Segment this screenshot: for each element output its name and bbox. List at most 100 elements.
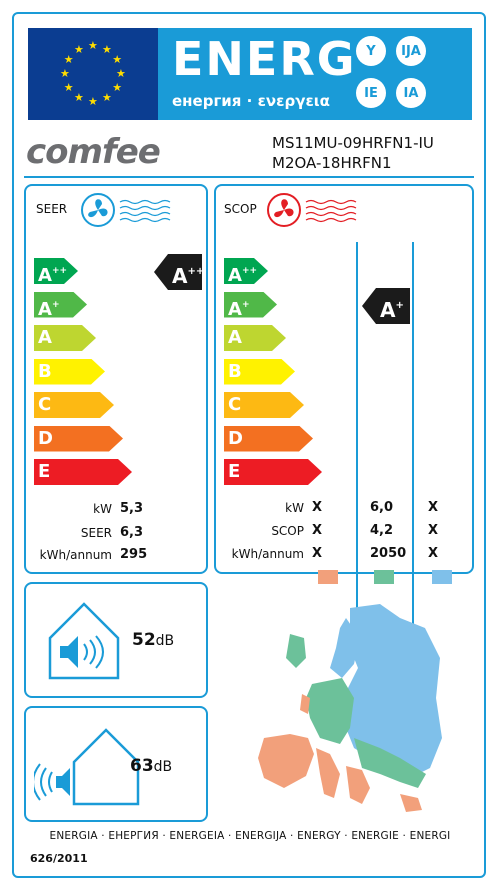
eu-star-icon: ★: [112, 81, 123, 94]
energy-title-box: ENERG енергия · ενεργεια Y IJA IE IA: [158, 28, 472, 120]
eu-star-icon: ★: [63, 81, 74, 94]
seer-scale-arrow: A+: [34, 292, 87, 318]
scop-row-value: X: [312, 523, 323, 538]
scop-row-value: X: [312, 546, 323, 561]
zone-divider: [412, 242, 414, 642]
seer-scale-label: A: [38, 265, 52, 286]
indoor-noise-value: 52dB: [132, 630, 174, 650]
scop-row-value: X: [428, 500, 439, 515]
eu-star-icon: ★: [63, 53, 74, 66]
scop-scale-label: B: [228, 360, 242, 382]
regulation-number: 626/2011: [30, 852, 88, 865]
scop-rating: A+: [380, 298, 404, 322]
scop-scale-arrow: A: [224, 325, 286, 351]
scop-row-value: X: [428, 523, 439, 538]
seer-row-label: kW: [93, 502, 112, 516]
energy-subtitle: енергия · ενεργεια: [172, 92, 330, 110]
seer-panel: SEER A++ A+ A B C D E A++ kW 5,3 SEER 6,3 kWh/…: [24, 184, 208, 574]
scop-scale-plus: ++: [241, 266, 258, 276]
eu-star-icon: ★: [102, 42, 112, 56]
scop-row-value: 4,2: [370, 523, 394, 538]
seer-label: SEER: [36, 202, 68, 216]
seer-scale-arrow: E: [34, 459, 132, 485]
seer-row-value: 5,3: [120, 501, 144, 516]
eu-star-icon: ★: [88, 95, 98, 108]
seer-scale-label: B: [38, 360, 52, 382]
indoor-db-number: 52: [132, 630, 156, 650]
outdoor-noise-panel: 63dB: [24, 706, 208, 822]
seer-rating-arrow: A++: [154, 254, 202, 290]
seer-scale-label: E: [38, 461, 51, 482]
scop-scale-label: D: [228, 427, 243, 449]
indoor-db-unit: dB: [155, 633, 175, 649]
scop-rating-arrow: A+: [362, 288, 410, 324]
outdoor-db-unit: dB: [153, 759, 173, 775]
scop-scale-arrow: C: [224, 392, 304, 418]
language-badge: IA: [396, 78, 426, 108]
scop-row-label: kWh/annum: [231, 547, 304, 561]
label-frame: [12, 12, 486, 878]
scop-scale-label: A: [228, 327, 242, 348]
scop-scale-arrow: D: [224, 426, 313, 452]
eu-star-icon: ★: [74, 91, 84, 105]
seer-rating: A++: [172, 264, 205, 288]
seer-scale-arrow: B: [34, 359, 105, 385]
scop-row-value: X: [312, 500, 323, 515]
seer-row-label: kWh/annum: [39, 548, 112, 562]
scop-label: SCOP: [224, 202, 257, 216]
seer-scale-arrow: D: [34, 426, 123, 452]
scop-scale-arrow: B: [224, 359, 295, 385]
seer-scale-label: D: [38, 427, 53, 449]
seer-scale-plus: +: [51, 299, 60, 310]
scop-scale-label: E: [228, 461, 241, 482]
language-badge: IE: [356, 78, 386, 108]
seer-row-value: 295: [120, 547, 148, 562]
cooling-fan-icon: [81, 193, 171, 227]
eu-star-icon: ★: [102, 91, 112, 105]
model-indoor: MS11MU-09HRFN1-IU: [272, 134, 434, 152]
eu-star-icon: ★: [88, 39, 98, 52]
heating-fan-icon: [267, 193, 357, 227]
outdoor-db-number: 63: [130, 756, 154, 776]
seer-scale-arrow: C: [34, 392, 114, 418]
zone-divider: [356, 242, 358, 642]
eu-star-icon: ★: [112, 53, 123, 66]
energy-header: ★ ★ ★ ★ ★ ★ ★ ★ ★ ★ ★ ★ ENERG енергия · ενεργεια Y …: [28, 28, 472, 120]
seer-scale-label: A: [38, 298, 52, 320]
zone-warm-swatch: [318, 570, 338, 584]
seer-row-value: 6,3: [120, 525, 144, 540]
scop-row-value: X: [428, 546, 439, 561]
eu-star-icon: ★: [60, 67, 70, 80]
seer-rating-plus: ++: [187, 266, 205, 277]
outdoor-speaker-icon: [34, 728, 140, 806]
divider: [24, 176, 474, 178]
seer-scale-arrow: A++: [34, 258, 78, 284]
eu-star-icon: ★: [74, 42, 84, 56]
energy-languages-footer: ENERGIA · ЕНЕРГИЯ · ENERGEIA · ENERGIJA …: [49, 830, 451, 842]
model-outdoor: M2OA-18HRFN1: [272, 154, 392, 172]
scop-scale-label: C: [228, 394, 242, 415]
scop-scale-label: A: [228, 298, 242, 320]
indoor-speaker-icon: [48, 602, 120, 680]
scop-rating-plus: +: [395, 300, 404, 311]
seer-row-label: SEER: [80, 526, 112, 540]
seer-scale-plus: ++: [51, 266, 68, 276]
scop-scale-plus: +: [241, 299, 250, 310]
scop-row-label: kW: [285, 501, 304, 515]
scop-scale-label: A: [228, 265, 242, 286]
language-badge: IJA: [396, 36, 426, 66]
scop-row-value: 2050: [370, 546, 407, 561]
brand-logo: comfee: [26, 132, 161, 172]
scop-scale-arrow: A+: [224, 292, 277, 318]
energy-title: ENERG: [172, 32, 357, 86]
scop-scale-arrow: E: [224, 459, 322, 485]
scop-row-label: SCOP: [271, 524, 304, 538]
seer-scale-label: A: [38, 327, 52, 348]
seer-scale-label: C: [38, 394, 52, 415]
scop-scale-arrow: A++: [224, 258, 268, 284]
seer-scale-arrow: A: [34, 325, 96, 351]
outdoor-noise-value: 63dB: [130, 756, 172, 776]
zone-cold-swatch: [432, 570, 452, 584]
language-badge: Y: [356, 36, 386, 66]
